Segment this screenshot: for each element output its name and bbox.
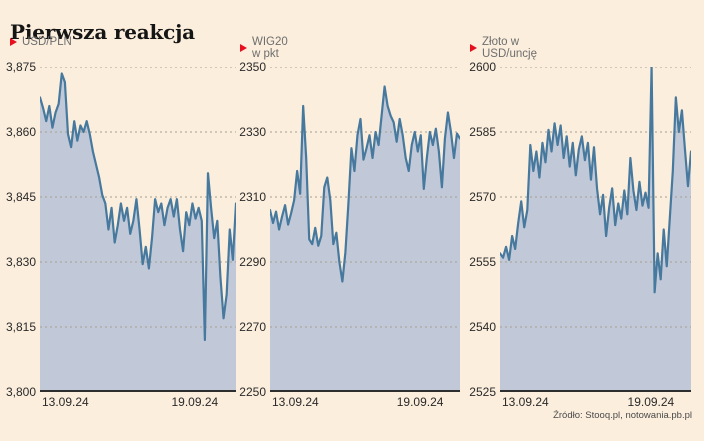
- x-axis-labels: 13.09.24 19.09.24: [500, 395, 691, 411]
- y-tick-label: 2310: [239, 190, 266, 204]
- area-fill: [40, 73, 236, 392]
- series-line: [500, 67, 691, 294]
- y-tick-label: 2525: [469, 385, 496, 399]
- y-tick-label: 3,860: [5, 125, 36, 139]
- x-tick-label: 19.09.24: [627, 395, 675, 409]
- chart-plot-svg: [270, 67, 460, 392]
- y-tick-label: 3,815: [5, 320, 36, 334]
- series-label-text: USD/PLN: [22, 36, 72, 48]
- plot-area: [270, 67, 460, 392]
- chart-plot-svg: [40, 67, 236, 392]
- y-tick-label: 3,830: [5, 255, 36, 269]
- y-tick-label: 2555: [469, 255, 496, 269]
- x-tick-label: 19.09.24: [171, 395, 219, 409]
- y-tick-label: 3,845: [5, 190, 36, 204]
- y-tick-label: 2330: [239, 125, 266, 139]
- y-axis-labels: 2600 2585 2570 2555 2540 2525: [468, 60, 496, 399]
- x-tick-label: 13.09.24: [502, 395, 549, 409]
- y-tick-label: 2270: [239, 320, 266, 334]
- series-label: Złoto w USD/uncję: [470, 36, 537, 60]
- red-triangle-icon: [10, 38, 17, 46]
- red-triangle-icon: [470, 44, 477, 52]
- area-fill: [500, 67, 691, 392]
- source-credit: Źródło: Stooq.pl, notowania.pb.pl: [553, 410, 692, 421]
- x-tick-label: 13.09.24: [42, 395, 89, 409]
- y-tick-label: 2350: [239, 60, 266, 74]
- area-fill: [270, 86, 460, 392]
- y-axis-labels: 2350 2330 2310 2290 2270 2250: [238, 60, 266, 399]
- y-tick-label: 3,875: [5, 60, 36, 74]
- y-tick-label: 3,800: [5, 385, 36, 399]
- series-label: WIG20 w pkt: [240, 36, 288, 60]
- y-tick-label: 2290: [239, 255, 266, 269]
- y-tick-label: 2250: [239, 385, 266, 399]
- y-tick-label: 2570: [469, 190, 496, 204]
- series-line: [40, 72, 236, 342]
- series-label-text: Złoto w USD/uncję: [482, 36, 537, 60]
- red-triangle-icon: [240, 44, 247, 52]
- x-axis-labels: 13.09.24 19.09.24: [40, 395, 236, 411]
- chart-plot-svg: [500, 67, 691, 392]
- series-label: USD/PLN: [10, 36, 72, 48]
- x-tick-label: 19.09.24: [396, 395, 444, 409]
- page-title: Pierwsza reakcja: [10, 20, 195, 45]
- plot-area: [40, 67, 236, 392]
- series-label-text: WIG20 w pkt: [252, 36, 288, 60]
- plot-area: [500, 67, 691, 392]
- x-tick-label: 13.09.24: [272, 395, 319, 409]
- y-tick-label: 2600: [469, 60, 496, 74]
- y-axis-labels: 3,875 3,860 3,845 3,830 3,815 3,800: [4, 60, 36, 399]
- y-tick-label: 2585: [469, 125, 496, 139]
- y-tick-label: 2540: [469, 320, 496, 334]
- x-axis-labels: 13.09.24 19.09.24: [270, 395, 460, 411]
- series-line: [270, 85, 460, 283]
